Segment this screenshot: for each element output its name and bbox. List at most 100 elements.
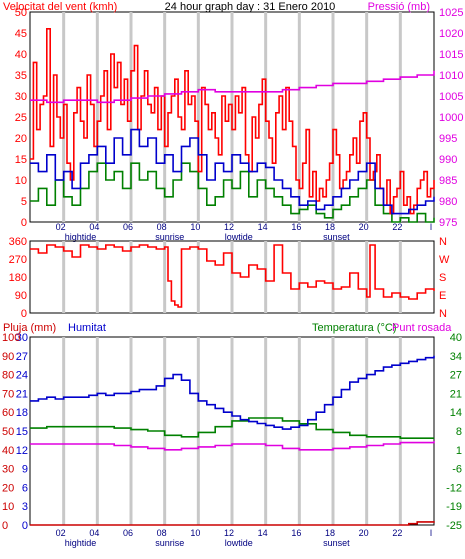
- hour-label: l: [430, 222, 432, 232]
- pressure-tick-label: 1010: [439, 70, 463, 82]
- wind-direction-series: [30, 244, 435, 308]
- hour-label: 22: [392, 222, 402, 232]
- chart-title: 24 hour graph day : 31 Enero 2010: [165, 1, 336, 13]
- hour-tick-labels-bottom: 02 04 06 08 10 12 14 16 18 20 22 l: [56, 528, 432, 538]
- hour-label: 06: [123, 528, 133, 538]
- pressure-tick-label: 1015: [439, 49, 463, 61]
- hour-label: 02: [56, 528, 66, 538]
- pressure-tick-label: 990: [439, 154, 457, 166]
- hour-label: 06: [123, 222, 133, 232]
- event-sunrise: sunrise: [155, 538, 184, 548]
- rain-series: [30, 521, 435, 526]
- direction-degree-label: 90: [15, 290, 27, 302]
- hour-label: l: [430, 528, 432, 538]
- direction-compass-label: S: [439, 272, 446, 284]
- hour-label: 04: [89, 222, 99, 232]
- wind-average-series: [30, 128, 435, 215]
- hour-label: 08: [157, 528, 167, 538]
- event-hightide: hightide: [65, 232, 97, 242]
- wind-speed-tick-labels: 0 5 10 15 20 25 30 35 40 45 50: [15, 7, 27, 229]
- humidity-tick-label: 60: [2, 407, 14, 419]
- wind-tick-label: 45: [15, 28, 27, 40]
- dewpoint-axis-title: Punt rosada: [392, 322, 452, 334]
- rain-tick-label: 15: [16, 426, 28, 438]
- wind-tick-label: 20: [15, 133, 27, 145]
- temperature-tick-labels: -25 -19 -12 -6 1 8 14 21 27 34 40: [446, 332, 462, 532]
- temperature-tick-label: -25: [446, 520, 462, 532]
- hour-label: 14: [258, 528, 268, 538]
- direction-degree-label: 270: [9, 254, 27, 266]
- hour-label: 16: [291, 222, 301, 232]
- event-hightide: hightide: [65, 538, 97, 548]
- rain-tick-label: 0: [22, 520, 28, 532]
- rain-tick-label: 24: [16, 370, 28, 382]
- temperature-tick-label: 40: [450, 332, 462, 344]
- temperature-tick-label: 21: [450, 388, 462, 400]
- temperature-tick-label: 8: [456, 426, 462, 438]
- hour-label: 18: [325, 222, 335, 232]
- direction-degree-label: 360: [9, 236, 27, 248]
- temperature-tick-label: -12: [446, 482, 462, 494]
- pressure-tick-label: 1025: [439, 7, 463, 19]
- wind-tick-label: 30: [15, 91, 27, 103]
- temperature-tick-label: 1: [456, 445, 462, 457]
- temperature-tick-label: -19: [446, 501, 462, 513]
- event-labels-bottom: hightide sunrise lowtide sunset: [65, 538, 350, 548]
- wind-tick-label: 10: [15, 175, 27, 187]
- wind-speed-axis-title: Velocitat del vent (kmh): [3, 1, 117, 13]
- rain-tick-label: 27: [16, 351, 28, 363]
- temperature-series: [30, 417, 434, 439]
- event-lowtide: lowtide: [225, 232, 253, 242]
- wind-tick-label: 0: [21, 217, 27, 229]
- direction-compass-label: N: [439, 236, 447, 248]
- direction-degree-label: 180: [9, 272, 27, 284]
- event-sunrise: sunrise: [155, 232, 184, 242]
- rain-tick-label: 3: [22, 501, 28, 513]
- hour-label: 12: [224, 528, 234, 538]
- temperature-tick-label: 34: [450, 351, 462, 363]
- temp-humidity-panel: Pluja (mm) Humitat Temperatura (°C) Punt…: [2, 322, 462, 548]
- rain-tick-label: 21: [16, 388, 28, 400]
- event-lowtide: lowtide: [225, 538, 253, 548]
- pressure-tick-label: 1000: [439, 112, 463, 124]
- hour-label: 12: [224, 222, 234, 232]
- wind-series: [30, 28, 435, 223]
- hour-label: 02: [56, 222, 66, 232]
- hour-label: 14: [258, 222, 268, 232]
- humidity-tick-label: 40: [2, 445, 14, 457]
- wind-tick-label: 25: [15, 112, 27, 124]
- rain-tick-labels: 0 3 6 9 12 15 18 21 24 27 30: [16, 332, 28, 532]
- wind-speed-series: [30, 162, 435, 223]
- humidity-tick-label: 10: [2, 501, 14, 513]
- hour-label: 10: [190, 222, 200, 232]
- direction-compass-label: N: [439, 308, 447, 320]
- humidity-tick-label: 90: [2, 351, 14, 363]
- wind-tick-label: 15: [15, 154, 27, 166]
- wind-gust-series: [30, 28, 435, 215]
- direction-compass-label: E: [439, 290, 446, 302]
- direction-degree-labels: 0 90 180 270 360: [9, 236, 27, 320]
- temperature-axis-title: Temperatura (°C): [312, 322, 396, 334]
- temp-series: [30, 355, 435, 526]
- pressure-tick-label: 980: [439, 196, 457, 208]
- humidity-tick-label: 0: [2, 520, 8, 532]
- rain-tick-label: 30: [16, 332, 28, 344]
- hour-label: 18: [325, 528, 335, 538]
- dewpoint-series: [30, 441, 435, 451]
- pressure-tick-labels: 975 980 985 990 995 1000 1005 1010 1015 1020 1025: [439, 7, 463, 229]
- pressure-tick-label: 1005: [439, 91, 463, 103]
- pressure-series: [30, 70, 435, 104]
- temperature-tick-label: 27: [450, 370, 462, 382]
- humidity-tick-label: 80: [2, 370, 14, 382]
- pressure-tick-label: 995: [439, 133, 457, 145]
- rain-tick-label: 12: [16, 445, 28, 457]
- humidity-tick-label: 20: [2, 482, 14, 494]
- hour-label: 20: [359, 222, 369, 232]
- hour-label: 20: [359, 528, 369, 538]
- wind-tick-label: 50: [15, 7, 27, 19]
- rain-tick-label: 6: [22, 482, 28, 494]
- pressure-tick-label: 1020: [439, 28, 463, 40]
